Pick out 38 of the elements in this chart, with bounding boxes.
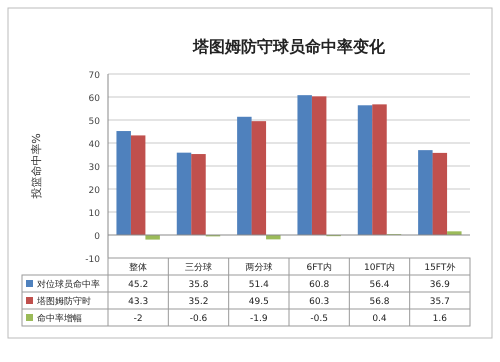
chart-title: 塔图姆防守球员命中率变化	[192, 37, 386, 56]
y-tick-label: 70	[88, 71, 100, 81]
data-label: -0.6	[190, 314, 208, 324]
y-tick-label: -10	[85, 255, 100, 265]
y-tick-label: 20	[88, 186, 100, 196]
data-label: 0.4	[372, 314, 387, 324]
y-tick-label: 0	[94, 232, 100, 242]
data-label: 60.8	[309, 280, 330, 290]
legend-label: 命中率增幅	[37, 313, 82, 324]
y-tick-label: 60	[88, 94, 100, 104]
data-label: 43.3	[128, 297, 148, 307]
data-label: 51.4	[248, 280, 270, 290]
y-tick-label: 10	[88, 209, 100, 219]
data-label: 45.2	[128, 280, 148, 290]
data-label: 60.3	[309, 297, 330, 307]
x-tick-label: 15FT外	[424, 262, 456, 273]
y-tick-label: 40	[88, 140, 100, 150]
y-tick-label: 50	[88, 117, 100, 127]
x-tick-label: 两分球	[245, 262, 272, 273]
data-label: 35.2	[188, 297, 209, 307]
data-label: 35.7	[430, 297, 450, 307]
y-axis-title: 投篮命中率%	[30, 133, 43, 200]
data-label: 36.9	[430, 280, 450, 290]
x-tick-label: 10FT内	[364, 262, 395, 273]
data-label: -0.5	[310, 314, 328, 324]
y-tick-label: 30	[88, 163, 100, 173]
data-label: 35.8	[188, 280, 209, 290]
x-tick-label: 三分球	[185, 262, 212, 273]
data-label: -2	[134, 314, 143, 324]
data-label: -1.9	[250, 314, 268, 324]
data-label: 49.5	[248, 297, 269, 307]
x-tick-label: 6FT内	[306, 262, 332, 273]
legend-label: 对位球员命中率	[37, 279, 100, 290]
x-tick-label: 整体	[129, 262, 148, 273]
data-label: 1.6	[432, 314, 448, 324]
legend-label: 塔图姆防守时	[36, 296, 91, 307]
data-label: 56.4	[369, 280, 390, 290]
data-label: 56.8	[369, 297, 390, 307]
